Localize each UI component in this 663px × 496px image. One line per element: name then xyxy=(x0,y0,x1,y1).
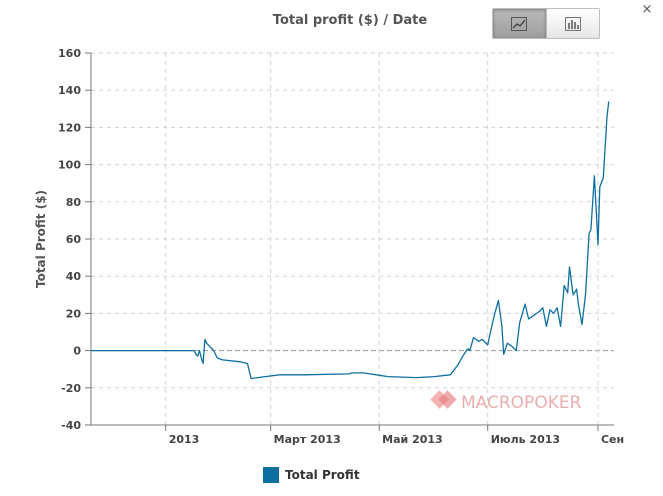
y-tick-label: 120 xyxy=(58,121,81,134)
y-tick-label: 60 xyxy=(66,233,82,246)
chart-title: Total profit ($) / Date xyxy=(272,13,428,28)
bar-view-button[interactable] xyxy=(545,9,599,38)
x-tick-label: Май 2013 xyxy=(382,433,443,446)
y-tick-label: 80 xyxy=(66,196,82,209)
bar-chart-icon xyxy=(564,16,581,31)
x-tick-label: Сен xyxy=(601,433,624,446)
grid xyxy=(91,52,614,426)
y-tick-label: 100 xyxy=(58,159,81,172)
series-line-total-profit xyxy=(91,101,610,380)
y-tick-label: 140 xyxy=(58,84,81,97)
legend-swatch xyxy=(263,467,279,483)
series xyxy=(91,101,610,380)
close-icon[interactable]: × xyxy=(641,2,653,17)
line-view-button[interactable] xyxy=(493,9,546,38)
watermark: MACROPOKER xyxy=(430,390,582,413)
labels: -40 -20 0 20 40 60 80 100 120 140 160 2013 Март 2013… xyxy=(34,47,624,446)
y-tick-label: 160 xyxy=(58,47,81,60)
profit-line-chart: MACROPOKER -40 -20 0 20 40 60 80 100 120 140 160 20… xyxy=(34,47,624,446)
watermark-text: MACROPOKER xyxy=(461,393,582,413)
y-tick-label: -20 xyxy=(61,382,81,395)
chart-type-toggle xyxy=(492,8,600,39)
axes xyxy=(85,52,614,431)
y-tick-label: 20 xyxy=(66,307,82,320)
x-tick-label: Июль 2013 xyxy=(491,433,560,446)
x-tick-label: 2013 xyxy=(169,433,200,446)
legend[interactable]: Total Profit xyxy=(263,467,360,483)
x-tick-label: Март 2013 xyxy=(274,433,341,446)
y-tick-label: 40 xyxy=(66,270,82,283)
y-tick-label: 0 xyxy=(73,345,81,358)
y-axis-title: Total Profit ($) xyxy=(34,190,48,288)
line-chart-icon xyxy=(511,16,528,31)
macropoker-logo-icon xyxy=(430,390,457,409)
y-tick-label: -40 xyxy=(61,419,81,432)
legend-label: Total Profit xyxy=(285,468,360,482)
